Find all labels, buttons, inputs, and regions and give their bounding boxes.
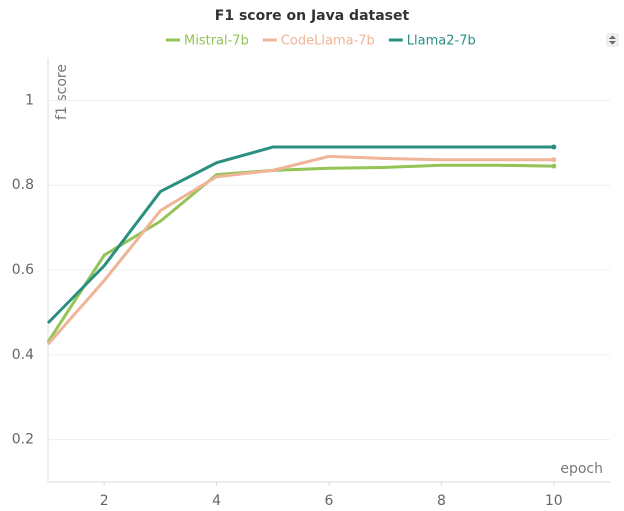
series-line bbox=[46, 163, 554, 343]
y-tick-label: 1 bbox=[25, 92, 34, 108]
y-tick-label: 0.2 bbox=[12, 432, 34, 448]
y-tick-label: 0.8 bbox=[12, 177, 34, 193]
legend-toggle[interactable] bbox=[606, 33, 619, 47]
x-tick-label: 6 bbox=[325, 493, 334, 509]
y-tick-label: 0.6 bbox=[12, 262, 34, 278]
chart-title: F1 score on Java dataset bbox=[215, 8, 410, 24]
series-line bbox=[46, 145, 554, 325]
series-line bbox=[46, 154, 554, 346]
legend-label: Mistral-7b bbox=[184, 34, 249, 49]
x-tick-label: 4 bbox=[212, 493, 221, 509]
legend-label: Llama2-7b bbox=[407, 34, 476, 49]
legend-label: CodeLlama-7b bbox=[281, 34, 375, 49]
x-tick-label: 8 bbox=[437, 493, 446, 509]
x-tick-label: 10 bbox=[545, 493, 563, 509]
toggle-box[interactable] bbox=[606, 33, 619, 47]
end-point bbox=[551, 163, 557, 169]
x-tick-label: 2 bbox=[100, 493, 109, 509]
x-axis-label: epoch bbox=[560, 461, 603, 477]
end-point bbox=[551, 157, 557, 163]
y-tick-label: 0.4 bbox=[12, 347, 34, 363]
toggle-icon[interactable] bbox=[609, 35, 616, 45]
y-axis-label: f1 score bbox=[54, 64, 70, 120]
end-point bbox=[551, 144, 557, 150]
